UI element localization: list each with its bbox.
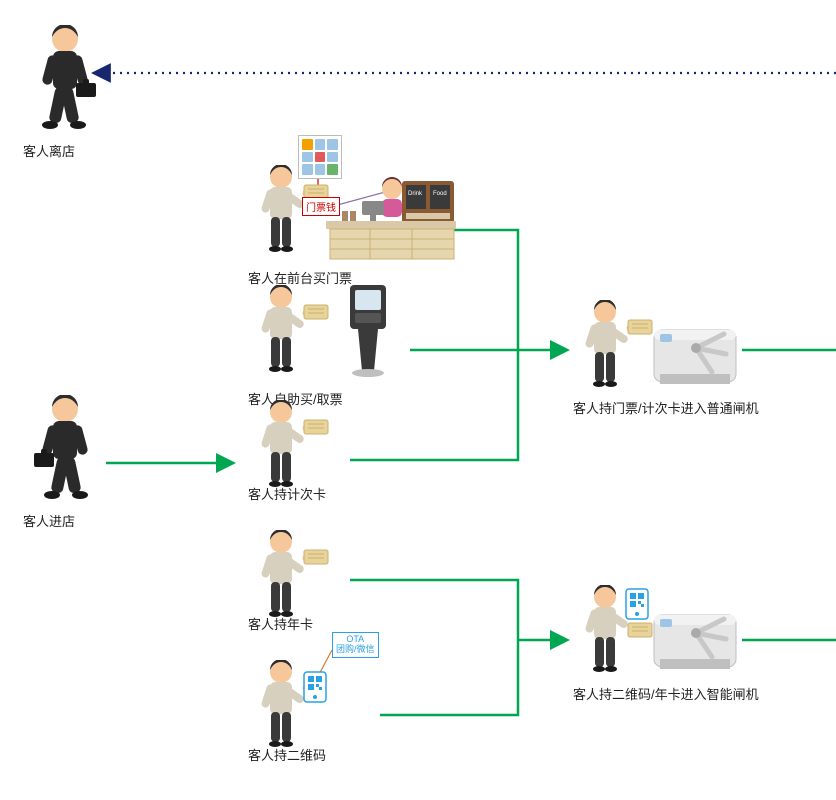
- menu-board-icon: [298, 135, 342, 179]
- node-count-card: [256, 400, 346, 490]
- label-count-card: 客人持计次卡: [248, 484, 326, 503]
- label-smart-gate: 客人持二维码/年卡进入智能闸机: [573, 684, 759, 703]
- node-smart-gate: [580, 585, 750, 685]
- node-normal-gate: [580, 300, 750, 400]
- tag-ota: OTA团购/微信: [332, 632, 379, 658]
- label-guest-enter: 客人进店: [23, 511, 75, 530]
- node-self-service: [256, 285, 406, 385]
- node-qr-code: [256, 660, 346, 750]
- tag-ticket-fee: 门票钱: [302, 197, 340, 216]
- label-normal-gate: 客人持门票/计次卡进入普通闸机: [573, 398, 759, 417]
- label-qr-code: 客人持二维码: [248, 745, 326, 764]
- node-year-card: [256, 530, 346, 620]
- label-guest-leave: 客人离店: [23, 141, 75, 160]
- label-year-card: 客人持年卡: [248, 614, 313, 633]
- flow-diagram: { "type": "flowchart", "canvas": { "widt…: [0, 0, 836, 800]
- node-guest-enter: [30, 395, 100, 505]
- node-buy-front-desk: [256, 165, 456, 265]
- node-guest-leave: [30, 25, 100, 135]
